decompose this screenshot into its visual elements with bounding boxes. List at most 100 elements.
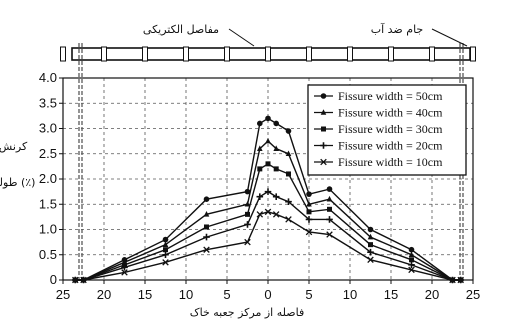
x-tick-label: 15 — [384, 287, 398, 302]
data-point — [367, 226, 374, 233]
electrical-joints-label: مفاصل الکتریکی — [143, 23, 219, 36]
data-point — [273, 166, 279, 172]
strain-gauge-joint — [60, 46, 66, 62]
pipe-schematic — [60, 43, 476, 280]
data-point — [244, 200, 251, 207]
x-tick-label: 25 — [466, 287, 480, 302]
x-tick-label: 10 — [343, 287, 357, 302]
data-point — [457, 276, 464, 284]
y-tick-label: 3.5 — [39, 95, 57, 110]
x-tick-label: 20 — [97, 287, 111, 302]
waterproof-box-label: جام ضد آب — [371, 22, 423, 36]
data-point — [449, 276, 456, 284]
data-point — [408, 261, 415, 269]
data-point — [244, 221, 251, 228]
data-point — [203, 233, 210, 241]
x-tick-label: 20 — [425, 287, 439, 302]
strain-gauge-joint — [429, 46, 435, 62]
data-point — [409, 257, 414, 263]
data-point — [264, 188, 272, 195]
series-line — [75, 190, 461, 281]
data-point — [163, 247, 168, 253]
x-axis-title: فاصله از مرکز جعبه خاک — [190, 306, 304, 319]
data-point — [257, 145, 263, 151]
plot-grid — [63, 78, 473, 280]
data-point — [368, 242, 373, 248]
x-tick-label: 15 — [138, 287, 152, 302]
data-point — [203, 211, 210, 217]
series-line — [75, 163, 461, 281]
data-point — [306, 200, 312, 207]
data-point — [244, 238, 251, 246]
y-axis-title-line1: کرنش — [0, 140, 28, 153]
data-point — [162, 251, 169, 259]
data-point — [265, 161, 271, 167]
legend-marker — [320, 93, 327, 99]
legend-marker — [320, 109, 327, 115]
data-point — [273, 120, 280, 127]
electrical-joints-pointer — [228, 28, 255, 47]
data-point — [272, 193, 280, 200]
data-point — [326, 195, 333, 202]
x-tick-label: 10 — [179, 287, 193, 302]
x-tick-label: 5 — [223, 287, 230, 302]
legend-marker — [321, 126, 326, 132]
data-point — [327, 206, 332, 212]
strain-gauge-joint — [470, 46, 476, 62]
x-axis: 25 20 15 10 5 0 5 10 15 20 25 — [56, 280, 480, 302]
data-point — [257, 166, 263, 172]
strain-gauge-joint — [265, 46, 271, 62]
data-point — [121, 269, 128, 276]
data-point — [265, 137, 271, 144]
legend: Fissure width = 50cm Fissure width = 40cm… — [307, 84, 467, 176]
data-point — [256, 193, 264, 200]
waterproof-box-pointer — [431, 28, 468, 47]
data-point — [264, 208, 272, 216]
data-point — [162, 259, 169, 266]
data-point — [408, 251, 415, 258]
x-tick-label: 0 — [264, 287, 271, 302]
y-tick-label: 0 — [50, 272, 57, 287]
y-axis-title-line2: طولی (٪) — [0, 176, 35, 189]
y-tick-label: 3.0 — [39, 121, 57, 136]
data-point — [305, 216, 313, 223]
data-point — [203, 196, 210, 202]
data-point — [72, 276, 79, 284]
data-point — [326, 186, 333, 192]
strain-gauge-joint — [388, 46, 394, 62]
data-point — [285, 150, 292, 157]
data-point — [256, 211, 264, 218]
data-point — [286, 171, 291, 177]
data-point — [285, 198, 292, 206]
data-point — [367, 256, 374, 264]
legend-label: Fissure width = 10cm — [338, 155, 443, 169]
data-point — [306, 191, 312, 197]
data-point — [257, 120, 263, 127]
legend-box — [307, 84, 467, 176]
data-point — [204, 224, 209, 230]
data-point — [272, 211, 280, 218]
data-point — [80, 276, 87, 284]
legend-label: Fissure width = 50cm — [338, 89, 443, 103]
legend-marker — [320, 142, 327, 149]
x-tick-label: 5 — [305, 287, 312, 302]
data-point — [326, 231, 333, 238]
y-axis: 0 0.5 1.0 1.5 2.0 2.5 3.0 3.5 4.0 — [39, 70, 63, 287]
data-point — [326, 216, 333, 223]
legend-label: Fissure width = 30cm — [338, 122, 443, 136]
strain-gauge-joint — [347, 46, 353, 62]
data-point — [245, 211, 250, 217]
data-point — [305, 228, 313, 236]
data-point — [306, 209, 312, 215]
data-point — [121, 264, 128, 271]
y-tick-label: 2.5 — [39, 146, 57, 161]
data-point — [162, 236, 169, 243]
x-tick-label: 25 — [56, 287, 70, 302]
y-tick-label: 2.0 — [39, 171, 57, 186]
data-point — [203, 246, 210, 253]
series-line — [75, 211, 461, 281]
strain-gauge-joint — [306, 46, 312, 62]
series-line — [75, 117, 461, 281]
legend-label: Fissure width = 40cm — [338, 106, 443, 120]
